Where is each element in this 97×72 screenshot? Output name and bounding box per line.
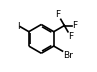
Text: F: F: [55, 10, 60, 19]
Text: F: F: [68, 32, 73, 41]
Text: Br: Br: [63, 51, 73, 60]
Text: F: F: [72, 21, 77, 30]
Text: I: I: [17, 22, 20, 31]
